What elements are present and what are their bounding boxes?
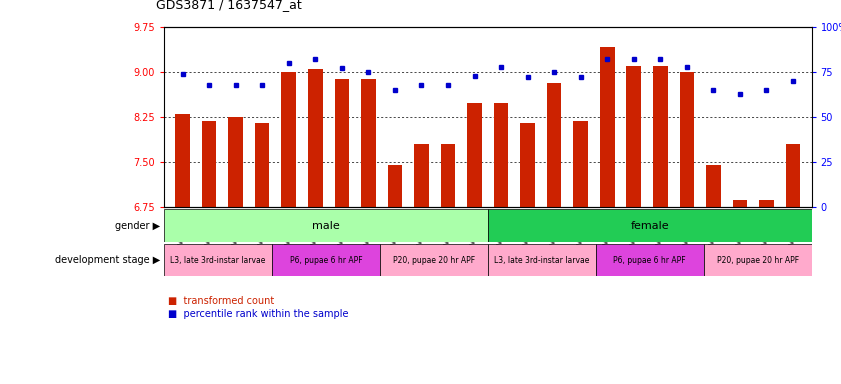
Text: P20, pupae 20 hr APF: P20, pupae 20 hr APF <box>717 256 799 265</box>
Bar <box>600 47 615 207</box>
Text: P20, pupae 20 hr APF: P20, pupae 20 hr APF <box>393 256 475 265</box>
Bar <box>733 200 747 207</box>
Bar <box>414 144 429 207</box>
Bar <box>308 69 323 207</box>
Text: gender ▶: gender ▶ <box>114 220 160 231</box>
Bar <box>759 200 774 207</box>
Bar <box>380 244 488 276</box>
Bar <box>175 114 190 207</box>
Bar <box>282 72 296 207</box>
Bar <box>627 66 641 207</box>
Text: L3, late 3rd-instar larvae: L3, late 3rd-instar larvae <box>494 256 590 265</box>
Text: male: male <box>312 220 340 231</box>
Text: female: female <box>631 220 669 231</box>
Text: ■  transformed count: ■ transformed count <box>168 296 274 306</box>
Bar <box>547 83 562 207</box>
Bar <box>164 209 488 242</box>
Bar <box>488 244 595 276</box>
Bar <box>574 121 588 207</box>
Bar <box>680 72 694 207</box>
Bar <box>388 165 402 207</box>
Bar <box>653 66 668 207</box>
Bar <box>441 144 455 207</box>
Text: P6, pupae 6 hr APF: P6, pupae 6 hr APF <box>613 256 686 265</box>
Bar <box>494 103 508 207</box>
Bar <box>335 79 349 207</box>
Text: L3, late 3rd-instar larvae: L3, late 3rd-instar larvae <box>170 256 266 265</box>
Text: GDS3871 / 1637547_at: GDS3871 / 1637547_at <box>156 0 301 12</box>
Bar <box>521 123 535 207</box>
Bar <box>704 244 812 276</box>
Bar <box>468 103 482 207</box>
Bar <box>164 244 272 276</box>
Bar <box>272 244 380 276</box>
Text: ■  percentile rank within the sample: ■ percentile rank within the sample <box>168 309 349 319</box>
Bar <box>361 79 376 207</box>
Bar <box>706 165 721 207</box>
Text: P6, pupae 6 hr APF: P6, pupae 6 hr APF <box>289 256 362 265</box>
Bar <box>255 123 269 207</box>
Bar <box>785 144 801 207</box>
Bar <box>202 121 216 207</box>
Bar <box>488 209 812 242</box>
Bar <box>595 244 704 276</box>
Text: development stage ▶: development stage ▶ <box>55 255 160 265</box>
Bar <box>229 117 243 207</box>
